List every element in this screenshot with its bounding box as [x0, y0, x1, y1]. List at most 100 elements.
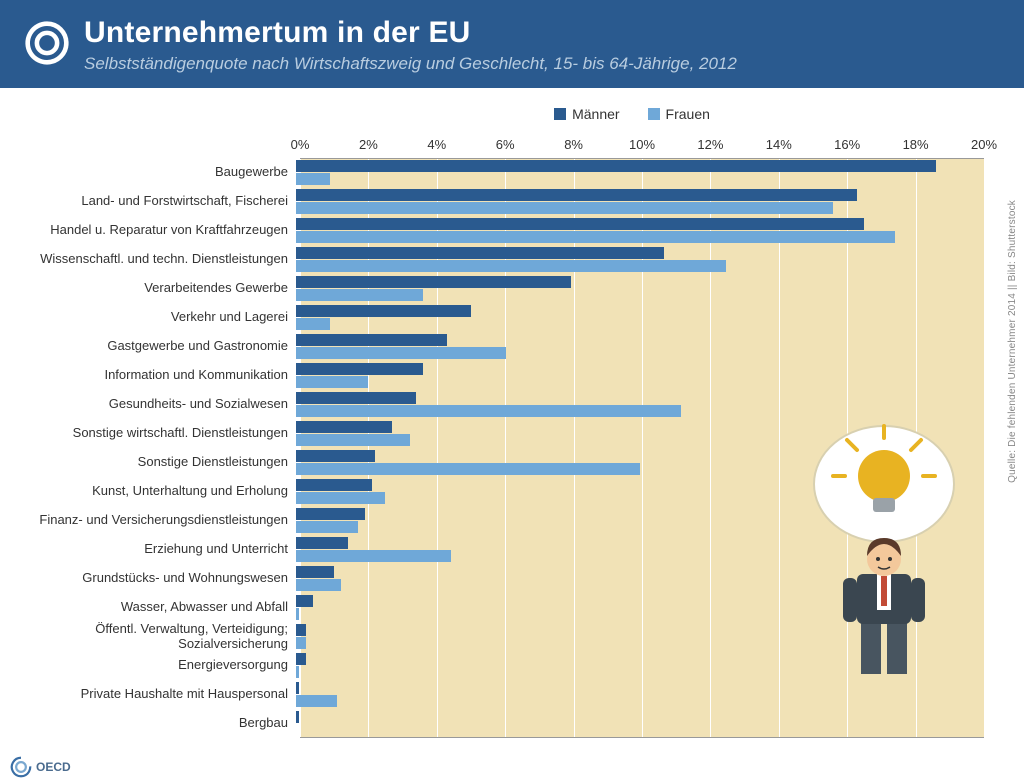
x-tick-label: 6% — [496, 137, 515, 152]
bar-women — [296, 260, 726, 272]
bar-men — [296, 653, 306, 665]
bar-men — [296, 305, 471, 317]
x-tick-label: 14% — [766, 137, 792, 152]
chart-row: Sonstige wirtschaftl. Dienstleistungen — [20, 419, 984, 448]
footer-logo: OECD — [10, 756, 71, 778]
bar-women — [296, 347, 506, 359]
x-tick-label: 10% — [629, 137, 655, 152]
category-label: Energieversorgung — [20, 658, 296, 672]
bar-women — [296, 637, 306, 649]
bar-women — [296, 173, 330, 185]
category-label: Erziehung und Unterricht — [20, 542, 296, 556]
category-label: Wissenschaftl. und techn. Dienstleistung… — [20, 252, 296, 266]
chart-row: Gastgewerbe und Gastronomie — [20, 332, 984, 361]
category-label: Baugewerbe — [20, 165, 296, 179]
bar-group — [296, 622, 984, 651]
bar-group — [296, 593, 984, 622]
bar-men — [296, 363, 423, 375]
chart-row: Handel u. Reparatur von Kraftfahrzeugen — [20, 216, 984, 245]
category-label: Wasser, Abwasser und Abfall — [20, 600, 296, 614]
bar-women — [296, 202, 833, 214]
chart-row: Baugewerbe — [20, 158, 984, 187]
bar-men — [296, 537, 348, 549]
footer-label: OECD — [36, 760, 71, 774]
bar-group — [296, 448, 984, 477]
chart-row: Finanz- und Versicherungsdienstleistunge… — [20, 506, 984, 535]
category-label: Verkehr und Lagerei — [20, 310, 296, 324]
category-label: Finanz- und Versicherungsdienstleistunge… — [20, 513, 296, 527]
bar-women — [296, 695, 337, 707]
legend-swatch-women — [648, 108, 660, 120]
bar-group — [296, 158, 984, 187]
chart-container: Männer Frauen 0%2%4%6%8%10%12%14%16%18%2… — [0, 88, 1024, 758]
bar-group — [296, 245, 984, 274]
bar-group — [296, 390, 984, 419]
bar-group — [296, 709, 984, 738]
bar-group — [296, 535, 984, 564]
bar-women — [296, 405, 681, 417]
gridline — [984, 159, 985, 737]
legend-label-men: Männer — [572, 106, 619, 122]
chart-row: Bergbau — [20, 709, 984, 738]
bar-group — [296, 506, 984, 535]
category-label: Bergbau — [20, 716, 296, 730]
bar-group — [296, 216, 984, 245]
bar-women — [296, 666, 299, 678]
oecd-footer-icon — [10, 756, 32, 778]
category-label: Handel u. Reparatur von Kraftfahrzeugen — [20, 223, 296, 237]
bar-women — [296, 463, 640, 475]
chart-row: Öffentl. Verwaltung, Verteidigung; Sozia… — [20, 622, 984, 651]
category-label: Sonstige Dienstleistungen — [20, 455, 296, 469]
page-title: Unternehmertum in der EU — [84, 16, 1000, 50]
chart-rows: Baugewerbe Land- und Forstwirtschaft, Fis… — [20, 158, 984, 738]
bar-men — [296, 247, 664, 259]
page-subtitle: Selbstständigenquote nach Wirtschaftszwe… — [84, 54, 1000, 74]
category-label: Sonstige wirtschaftl. Dienstleistungen — [20, 426, 296, 440]
category-label: Grundstücks- und Wohnungswesen — [20, 571, 296, 585]
bar-chart: 0%2%4%6%8%10%12%14%16%18%20% BaugewerbeL… — [20, 128, 1004, 748]
bar-women — [296, 231, 895, 243]
chart-row: Sonstige Dienstleistungen — [20, 448, 984, 477]
x-tick-label: 18% — [903, 137, 929, 152]
x-tick-label: 8% — [564, 137, 583, 152]
x-tick-label: 12% — [697, 137, 723, 152]
chart-row: Grundstücks- und Wohnungswesen — [20, 564, 984, 593]
bar-men — [296, 450, 375, 462]
chart-row: Wasser, Abwasser und Abfall — [20, 593, 984, 622]
bar-men — [296, 479, 372, 491]
bar-group — [296, 419, 984, 448]
chart-row: Erziehung und Unterricht — [20, 535, 984, 564]
bar-men — [296, 682, 299, 694]
legend-swatch-men — [554, 108, 566, 120]
bar-men — [296, 189, 857, 201]
bar-group — [296, 332, 984, 361]
bar-men — [296, 218, 864, 230]
bar-women — [296, 521, 358, 533]
x-tick-label: 16% — [834, 137, 860, 152]
bar-women — [296, 318, 330, 330]
bar-group — [296, 187, 984, 216]
bar-men — [296, 711, 299, 723]
bar-group — [296, 564, 984, 593]
chart-row: Verkehr und Lagerei — [20, 303, 984, 332]
category-label: Private Haushalte mit Hauspersonal — [20, 687, 296, 701]
legend-item-men: Männer — [554, 106, 619, 122]
bar-group — [296, 651, 984, 680]
bar-men — [296, 624, 306, 636]
bar-men — [296, 392, 416, 404]
bar-men — [296, 421, 392, 433]
chart-row: Wissenschaftl. und techn. Dienstleistung… — [20, 245, 984, 274]
bar-men — [296, 508, 365, 520]
bar-women — [296, 579, 341, 591]
chart-row: Information und Kommunikation — [20, 361, 984, 390]
x-tick-label: 2% — [359, 137, 378, 152]
bar-group — [296, 477, 984, 506]
bar-group — [296, 680, 984, 709]
chart-row: Energieversorgung — [20, 651, 984, 680]
bar-women — [296, 492, 385, 504]
bar-group — [296, 361, 984, 390]
legend-label-women: Frauen — [666, 106, 710, 122]
category-label: Verarbeitendes Gewerbe — [20, 281, 296, 295]
category-label: Land- und Forstwirtschaft, Fischerei — [20, 194, 296, 208]
bar-women — [296, 434, 410, 446]
